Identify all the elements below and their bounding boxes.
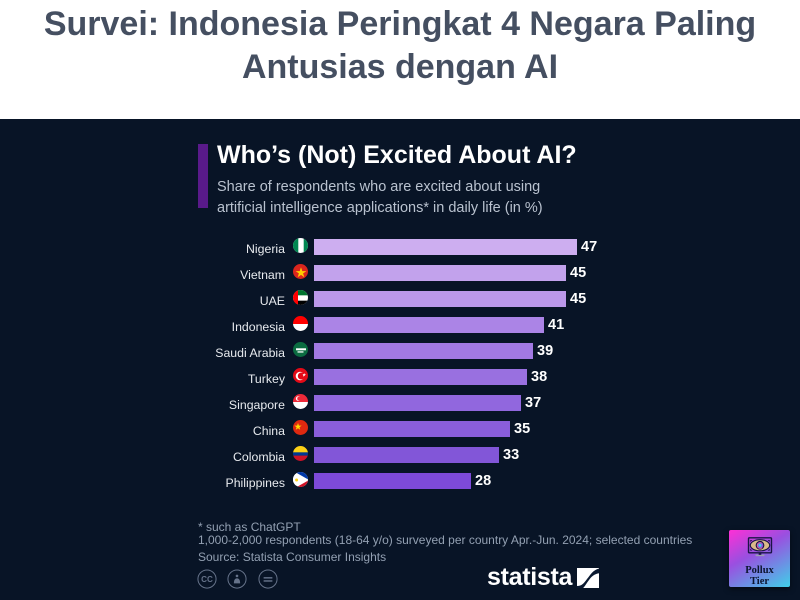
- svg-text:CC: CC: [201, 575, 213, 584]
